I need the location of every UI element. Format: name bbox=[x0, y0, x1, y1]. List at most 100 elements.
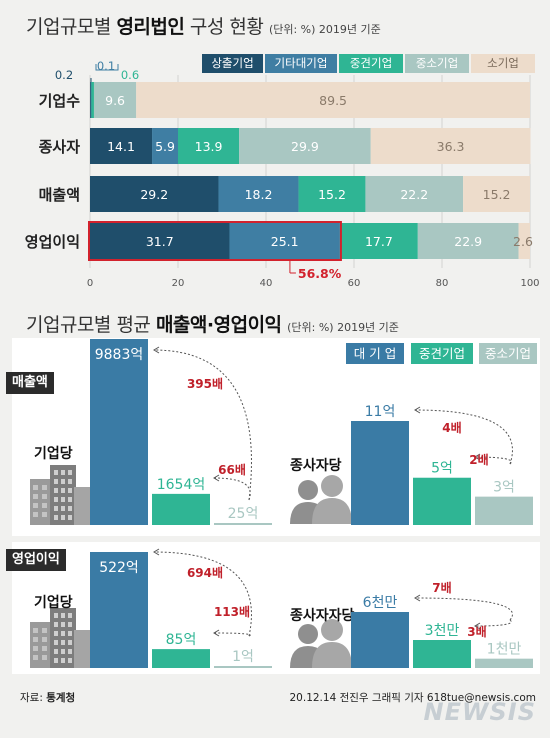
stack-segment bbox=[218, 176, 299, 212]
avg-bar-label: 522억 bbox=[99, 560, 139, 576]
bottom-unit: (단위: %) 2019년 기준 bbox=[287, 321, 399, 334]
avg-bar bbox=[413, 640, 471, 668]
avg-bar bbox=[214, 523, 272, 525]
segment-label: 36.3 bbox=[437, 139, 465, 154]
avg-bar bbox=[90, 339, 148, 525]
stack-segment bbox=[136, 82, 530, 118]
avg-bar-label: 11억 bbox=[365, 404, 396, 420]
small-segment-label: 0.2 bbox=[55, 68, 73, 82]
ratio-label: 113배 bbox=[214, 604, 250, 619]
avg-bar bbox=[152, 493, 210, 525]
subgroup-label: 기업당 bbox=[34, 445, 73, 462]
stack-segment bbox=[90, 128, 153, 164]
avg-bar-label: 1억 bbox=[232, 649, 254, 665]
ratio-label: 7배 bbox=[432, 580, 451, 595]
avg-bar-label: 25억 bbox=[228, 506, 259, 522]
ratio-label: 694배 bbox=[187, 565, 223, 580]
stack-segment bbox=[298, 176, 366, 212]
ratio-label: 2배 bbox=[469, 452, 488, 467]
avg-bar-label: 1천만 bbox=[487, 642, 522, 658]
ratio-label: 4배 bbox=[442, 420, 461, 435]
avg-bar bbox=[413, 477, 471, 525]
segment-label: 29.9 bbox=[291, 139, 319, 154]
stack-segment bbox=[90, 176, 219, 212]
ratio-arc bbox=[153, 551, 252, 637]
sales-tag: 매출액 bbox=[6, 372, 54, 394]
top-legend-item: 중소기업 bbox=[405, 54, 469, 73]
avg-bar bbox=[152, 649, 210, 668]
bottom-title: 기업규모별 평균 매출액·영업이익 (단위: %) 2019년 기준 bbox=[26, 310, 399, 337]
avg-bar bbox=[214, 666, 272, 668]
building-icon bbox=[30, 465, 94, 525]
stacked-bar-chart: 0 20 40 60 80 100 기업수 9.6 89.5 종사자 14.1 5.9 13.9 29.9… bbox=[25, 60, 540, 289]
watermark: NEWSIS bbox=[423, 698, 536, 726]
credit: 20.12.14 전진우 그래픽 기자 618tue@newsis.com bbox=[289, 692, 537, 704]
segment-label: 22.2 bbox=[400, 187, 428, 202]
avg-bar-label: 3천만 bbox=[425, 623, 460, 639]
segment-label: 89.5 bbox=[319, 93, 347, 108]
ratio-arc bbox=[153, 349, 252, 501]
stack-segment bbox=[370, 128, 531, 164]
top-unit: (단위: %) 2019년 기준 bbox=[268, 23, 381, 36]
subgroup-label: 기업당 bbox=[34, 594, 73, 611]
avg-bar bbox=[475, 496, 533, 525]
avg-bar-label: 3억 bbox=[493, 480, 515, 496]
row-label: 영업이익 bbox=[25, 233, 80, 251]
avg-bar bbox=[90, 552, 148, 668]
building-icon bbox=[30, 608, 94, 668]
x-tick-label: 40 bbox=[260, 278, 273, 289]
stack-segment bbox=[339, 223, 418, 259]
stack-segment bbox=[90, 223, 230, 259]
stack-segment bbox=[365, 176, 464, 212]
segment-label: 22.9 bbox=[454, 234, 482, 249]
stack-segment bbox=[463, 176, 530, 212]
highlight-box bbox=[88, 221, 342, 261]
source: 자료: 통계청 bbox=[20, 690, 75, 705]
stack-segment bbox=[91, 82, 94, 118]
bottom-legend-item: 중소기업 bbox=[479, 343, 537, 364]
subgroup-label: 종사자자당 bbox=[290, 607, 355, 624]
ratio-arc bbox=[414, 597, 513, 621]
avg-bar-label: 1654억 bbox=[157, 477, 206, 493]
ratio-arc bbox=[213, 477, 251, 501]
row-label: 기업수 bbox=[39, 92, 81, 110]
ratio-label: 3배 bbox=[467, 624, 486, 639]
stack-segment bbox=[178, 128, 240, 164]
ratio-arc bbox=[414, 409, 513, 465]
avg-bar-label: 6천만 bbox=[363, 595, 398, 611]
segment-label: 13.9 bbox=[195, 139, 223, 154]
highlight-label: 56.8% bbox=[298, 266, 342, 281]
stack-segment bbox=[518, 223, 530, 259]
avg-bar bbox=[351, 612, 409, 668]
top-title-post: 구성 현황 bbox=[189, 16, 264, 38]
segment-label: 15.2 bbox=[483, 187, 511, 202]
stack-segment bbox=[90, 82, 92, 118]
segment-label: 9.6 bbox=[105, 93, 125, 108]
row-label: 종사자 bbox=[39, 138, 81, 156]
bottom-legend-item: 중견기업 bbox=[411, 343, 473, 364]
segment-label: 17.7 bbox=[365, 234, 393, 249]
x-tick-label: 60 bbox=[348, 278, 361, 289]
segment-label: 31.7 bbox=[146, 234, 174, 249]
bottom-title-bold: 매출액·영업이익 bbox=[155, 314, 282, 336]
top-legend-item: 상출기업 bbox=[202, 54, 263, 73]
stack-segment bbox=[417, 223, 519, 259]
source-label: 자료: bbox=[20, 692, 43, 704]
source-value: 통계청 bbox=[46, 692, 76, 704]
avg-bar-label: 9883억 bbox=[95, 347, 144, 363]
avg-bar bbox=[475, 658, 533, 668]
bottom-title-pre: 기업규모별 평균 bbox=[26, 314, 151, 336]
segment-label: 14.1 bbox=[107, 139, 135, 154]
top-title: 기업규모별 영리법인 구성 현황 (단위: %) 2019년 기준 bbox=[26, 12, 381, 39]
x-tick-label: 20 bbox=[172, 278, 185, 289]
ratio-arc bbox=[474, 619, 512, 627]
stack-segment bbox=[239, 128, 371, 164]
stack-segment bbox=[229, 223, 340, 259]
avg-bar-label: 85억 bbox=[166, 632, 197, 648]
segment-label: 29.2 bbox=[140, 187, 168, 202]
x-tick-label: 100 bbox=[520, 278, 539, 289]
avg-bar-label: 5억 bbox=[431, 461, 453, 477]
row-label: 매출액 bbox=[39, 186, 80, 204]
ratio-label: 395배 bbox=[187, 376, 223, 391]
